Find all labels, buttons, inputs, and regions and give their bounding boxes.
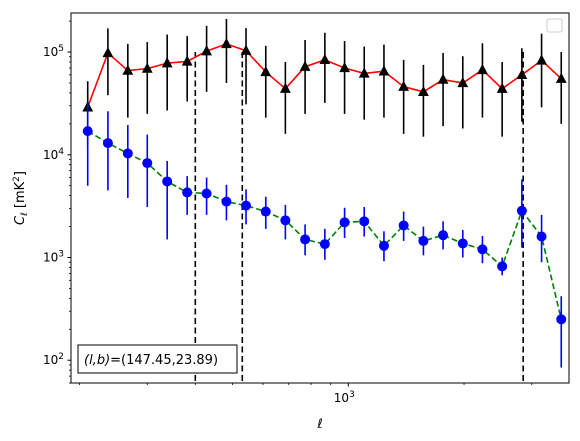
series-1-point-10 [280,215,291,226]
series-1 [82,102,567,368]
x-axis-label: ℓ [316,417,322,432]
series-1-point-4 [162,176,173,187]
series-1-point-9 [260,206,271,217]
series-0-point-24 [555,72,567,83]
series-0-point-6 [201,45,213,56]
series-0-point-7 [221,37,232,49]
series-1-point-7 [221,196,232,207]
y-tick-label-0: 102 [43,352,64,367]
series-0-point-9 [260,65,272,77]
series-1-point-18 [438,230,449,241]
series-0-point-20 [477,63,488,75]
plot-area [82,18,567,383]
series-1-point-20 [477,244,488,255]
series-0-point-22 [516,68,528,80]
series-1-point-16 [398,220,409,231]
legend-box [546,18,563,33]
series-1-point-15 [378,240,389,251]
series-0 [82,18,567,147]
series-1-point-6 [201,188,212,199]
series-1-point-8 [241,200,252,211]
series-0-point-17 [418,85,429,97]
series-0-point-10 [279,82,291,93]
series-1-point-5 [182,187,193,198]
y-axis-label: Cℓ [mK2] [12,171,30,225]
series-1-point-12 [319,239,330,250]
series-1-point-1 [102,138,113,149]
y-tick-label-2: 104 [43,147,64,162]
series-1-point-23 [536,231,547,242]
series-0-point-21 [496,82,508,93]
axes-frame [70,12,570,384]
series-0-point-23 [536,54,547,65]
series-0-point-12 [319,53,331,65]
series-1-point-0 [82,126,93,137]
series-0-point-14 [358,67,370,78]
annotation-box: (l,b)=(147.45,23.89) [77,344,238,374]
series-1-point-17 [418,235,429,246]
annotation-frame [77,344,238,374]
series-0-point-16 [398,80,410,91]
series-0-point-11 [299,60,311,71]
annotation-prefix: (l,b) [84,353,110,368]
series-1-point-21 [497,261,508,272]
ticks: 102 103 104 105 103 [43,20,533,405]
x-tick-label-0: 103 [334,390,355,405]
series-0-point-13 [339,61,350,73]
series-1-point-13 [339,217,350,228]
annotation-text: (l,b)=(147.45,23.89) [84,353,218,368]
series-1-point-2 [122,148,133,159]
series-1-point-24 [556,314,567,325]
series-0-point-19 [457,76,469,88]
series-0-point-3 [141,62,153,73]
series-1-point-3 [142,158,153,169]
legend [546,18,563,33]
series-1-point-14 [359,216,370,227]
series-0-point-18 [437,73,449,84]
annotation-values: =(147.45,23.89) [110,353,218,368]
series-1-point-11 [300,234,311,245]
series-1-point-22 [516,205,527,216]
series-0-point-1 [102,46,114,58]
axes [70,12,570,384]
series-0-point-2 [122,64,134,75]
plot-content [82,18,567,383]
series-0-point-15 [378,65,390,76]
series-0-point-5 [181,55,193,66]
series-1-point-19 [457,238,468,249]
y-tick-label-1: 103 [43,249,64,264]
series-0-point-8 [240,44,252,55]
series-0-point-4 [161,57,173,68]
y-tick-label-3: 105 [43,44,64,59]
